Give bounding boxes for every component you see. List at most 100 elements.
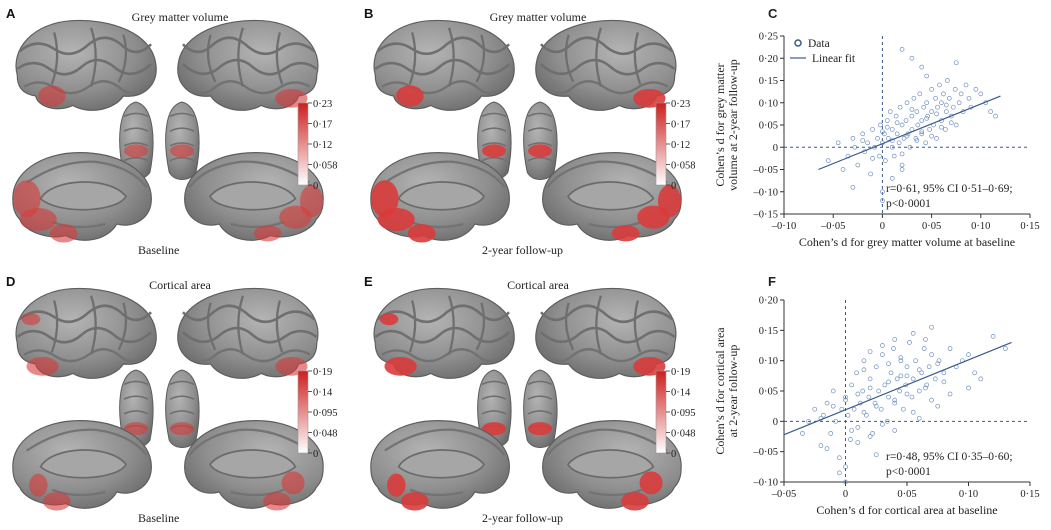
data-point [873, 364, 879, 370]
data-point [875, 136, 880, 141]
sulcus [527, 156, 553, 162]
sulcus [123, 112, 149, 118]
x-tick-label: –0·05 [771, 489, 797, 500]
panel-title: Grey matter volume [131, 10, 229, 24]
data-point [845, 412, 851, 418]
y-tick-label: 0·05 [759, 387, 778, 398]
data-point [898, 355, 904, 360]
y-tick-label: 0·15 [759, 326, 778, 337]
colorbar-tick-label: 0·14 [313, 388, 333, 399]
data-point [929, 324, 934, 330]
data-point [929, 109, 934, 115]
data-point [824, 446, 830, 451]
data-point [916, 388, 922, 394]
data-point [828, 431, 834, 436]
corpus-callosum [39, 181, 128, 211]
medial-hemisphere [12, 152, 152, 243]
effect-region [407, 224, 436, 243]
data-point [843, 464, 848, 470]
sulcus [230, 488, 285, 497]
data-point [850, 136, 856, 141]
data-point [882, 382, 888, 388]
colorbar [655, 102, 667, 186]
medial-hemisphere [542, 420, 682, 511]
data-point [860, 131, 866, 137]
effect-region [263, 492, 291, 511]
ventral-view [165, 369, 200, 449]
medial-hemisphere [12, 420, 152, 511]
data-point [916, 415, 922, 421]
sulcus [188, 428, 310, 456]
y-tick-label: –0·05 [753, 165, 779, 176]
data-point [830, 403, 836, 409]
sulcus [546, 160, 668, 188]
data-point [848, 437, 853, 442]
medial-hemisphere [370, 152, 510, 243]
colorbar-tick-label: 0·19 [671, 367, 690, 378]
data-point [904, 373, 910, 379]
sulcus [123, 142, 149, 147]
data-point [851, 406, 857, 412]
data-point [909, 113, 915, 119]
data-point [952, 87, 958, 92]
colorbar-tick-label: 0·17 [313, 120, 332, 131]
fit-line [818, 95, 1001, 171]
corpus-callosum [566, 449, 655, 479]
data-point [868, 171, 873, 177]
data-point [899, 167, 905, 172]
data-point [861, 358, 867, 364]
effect-region [281, 471, 305, 495]
data-point [870, 156, 875, 161]
data-point [865, 140, 870, 146]
data-point [830, 388, 836, 394]
ventral-view [523, 101, 558, 181]
data-point [929, 397, 934, 403]
sulcus [527, 112, 553, 118]
effect-region [528, 422, 552, 436]
data-point [897, 388, 902, 394]
data-point [854, 370, 859, 376]
sulcus [230, 220, 285, 229]
data-point [885, 136, 891, 141]
x-axis-label: Cohen’s d for cortical area at baseline [816, 503, 997, 517]
data-point [944, 102, 949, 108]
y-tick-label: –0·10 [753, 478, 779, 489]
effect-region [637, 205, 670, 229]
ventral-view [523, 369, 558, 449]
data-point [880, 189, 885, 195]
data-point [924, 73, 930, 79]
data-point [937, 82, 942, 88]
data-point [855, 440, 861, 445]
sulcus [546, 428, 668, 456]
data-point [944, 78, 950, 83]
data-point [929, 133, 934, 139]
x-tick-label: –0·05 [820, 221, 846, 232]
data-point [887, 109, 893, 115]
data-point [927, 127, 932, 132]
data-point [934, 111, 939, 117]
y-axis-label: Cohen’s d for grey matter [713, 63, 727, 186]
data-point [923, 337, 928, 342]
data-point [953, 60, 959, 66]
y-tick-label: 0·15 [759, 76, 778, 87]
data-point [867, 376, 873, 382]
colorbar-tick-label: 0 [671, 181, 676, 192]
sulcus [481, 410, 507, 415]
data-point [849, 428, 854, 433]
data-point [921, 346, 927, 351]
data-point [919, 370, 925, 376]
panel-title: Cortical area [507, 278, 569, 292]
sulcus [188, 160, 310, 188]
sulcus [169, 156, 195, 162]
data-point [946, 95, 952, 101]
data-point [893, 113, 899, 119]
effect-region [29, 473, 48, 497]
data-point [898, 373, 904, 379]
brain-figure: 0·19 0·14 0·095 0·048 0 [370, 287, 696, 511]
data-point [833, 418, 839, 424]
data-point [935, 403, 941, 409]
data-point [800, 431, 805, 436]
y-tick-label: 0·10 [759, 356, 778, 367]
data-point [836, 470, 842, 476]
